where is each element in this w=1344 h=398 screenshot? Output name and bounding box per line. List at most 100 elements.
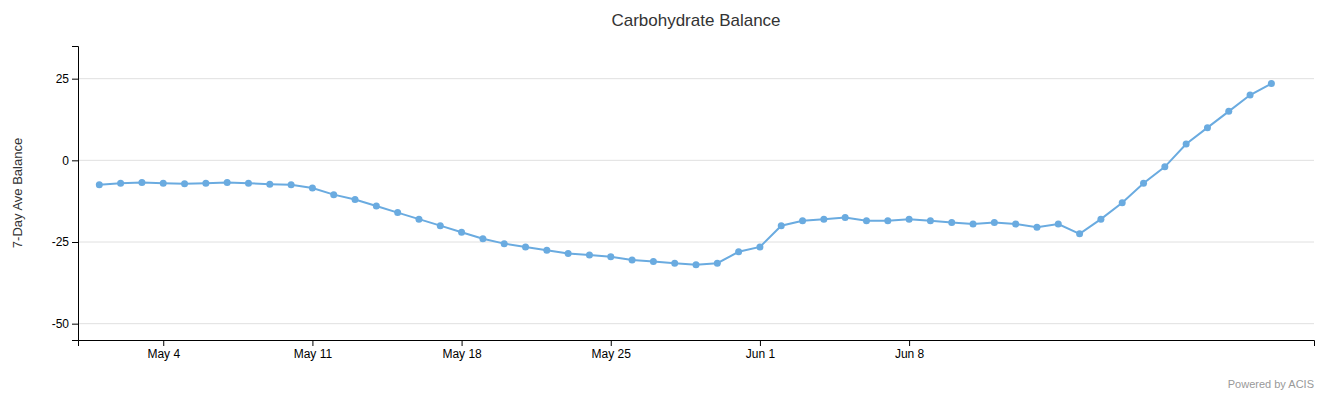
point xyxy=(1012,221,1019,228)
grid xyxy=(78,79,1314,324)
y-tick-mark xyxy=(72,79,78,80)
point xyxy=(181,180,188,187)
point xyxy=(245,180,252,187)
point xyxy=(586,252,593,259)
x-tick: May 18 xyxy=(442,340,482,361)
x-tick-mark xyxy=(909,340,910,346)
grid-line xyxy=(78,242,1314,243)
x-tick-mark xyxy=(462,340,463,346)
point xyxy=(522,243,529,250)
point xyxy=(1204,124,1211,131)
y-tick-label: 0 xyxy=(62,154,69,168)
point xyxy=(202,180,209,187)
y-tick-mark xyxy=(72,160,78,161)
point xyxy=(138,179,145,186)
point xyxy=(437,222,444,229)
point xyxy=(330,191,337,198)
y-tick: 25 xyxy=(56,72,78,86)
point xyxy=(1225,108,1232,115)
plot-area xyxy=(96,80,1275,268)
x-tick: Jun 8 xyxy=(895,340,925,361)
point xyxy=(394,209,401,216)
point xyxy=(671,260,678,267)
point xyxy=(288,181,295,188)
point xyxy=(458,229,465,236)
title: Carbohydrate Balance xyxy=(611,11,780,30)
point xyxy=(650,258,657,265)
x-tick-label: May 11 xyxy=(294,347,333,361)
x-tick-mark xyxy=(163,340,164,346)
point xyxy=(1140,180,1147,187)
grid-line xyxy=(78,323,1314,324)
point xyxy=(607,253,614,260)
point xyxy=(352,196,359,203)
point xyxy=(1268,80,1275,87)
point xyxy=(629,256,636,263)
point xyxy=(1183,141,1190,148)
point xyxy=(1161,163,1168,170)
y-tick-label: -50 xyxy=(52,317,70,331)
point xyxy=(1119,199,1126,206)
point xyxy=(863,217,870,224)
y-tick-label: -25 xyxy=(52,235,70,249)
point xyxy=(479,235,486,242)
y-axis-title: 7-Day Ave Balance xyxy=(10,138,25,248)
point xyxy=(778,222,785,229)
point xyxy=(799,217,806,224)
x-tick: May 11 xyxy=(294,340,333,361)
x-tick-mark xyxy=(611,340,612,346)
y-tick-mark xyxy=(72,242,78,243)
y-tick: -25 xyxy=(52,235,78,249)
point xyxy=(96,181,103,188)
point xyxy=(714,260,721,267)
annotation: Powered by ACIS xyxy=(1228,378,1314,390)
y-tick-mark xyxy=(72,324,78,325)
point xyxy=(266,181,273,188)
point xyxy=(373,203,380,210)
x-tick-mark xyxy=(760,340,761,346)
point xyxy=(160,180,167,187)
point xyxy=(501,240,508,247)
point xyxy=(1033,224,1040,231)
x-tick: May 25 xyxy=(592,340,632,361)
x-tick-label: May 4 xyxy=(147,347,180,361)
point xyxy=(906,216,913,223)
point xyxy=(565,250,572,257)
point xyxy=(1076,230,1083,237)
x-tick: May 4 xyxy=(147,340,180,361)
point xyxy=(948,219,955,226)
point xyxy=(970,221,977,228)
point xyxy=(309,185,316,192)
y-axis: -50 -25 0 25 xyxy=(52,47,79,341)
point xyxy=(1247,92,1254,99)
point xyxy=(693,261,700,268)
x-tick-mark xyxy=(312,340,313,346)
point xyxy=(543,247,550,254)
point xyxy=(927,217,934,224)
point xyxy=(117,180,124,187)
x-tick-label: Jun 1 xyxy=(746,347,776,361)
x-tick-label: May 18 xyxy=(442,347,482,361)
point xyxy=(820,216,827,223)
point xyxy=(842,214,849,221)
grid-line xyxy=(78,160,1314,161)
x-axis: May 4 May 11 May 18 May 25 Jun 1 Jun 8 xyxy=(79,340,1315,361)
grid-line xyxy=(78,78,1314,79)
chart: May 4 May 11 May 18 May 25 Jun 1 Jun 8 -50 -25 0… xyxy=(0,0,1344,398)
x-tick-label: Jun 8 xyxy=(895,347,925,361)
x-axis-line xyxy=(79,341,1315,347)
point xyxy=(1055,221,1062,228)
y-axis-line xyxy=(72,47,79,341)
point xyxy=(991,219,998,226)
point xyxy=(756,243,763,250)
x-tick-label: May 25 xyxy=(592,347,632,361)
point xyxy=(224,179,231,186)
point xyxy=(884,217,891,224)
y-tick-label: 25 xyxy=(56,72,70,86)
y-tick: -50 xyxy=(52,317,78,331)
y-tick: 0 xyxy=(62,154,78,168)
line xyxy=(99,84,1271,265)
point xyxy=(735,248,742,255)
x-tick: Jun 1 xyxy=(746,340,776,361)
point xyxy=(415,216,422,223)
